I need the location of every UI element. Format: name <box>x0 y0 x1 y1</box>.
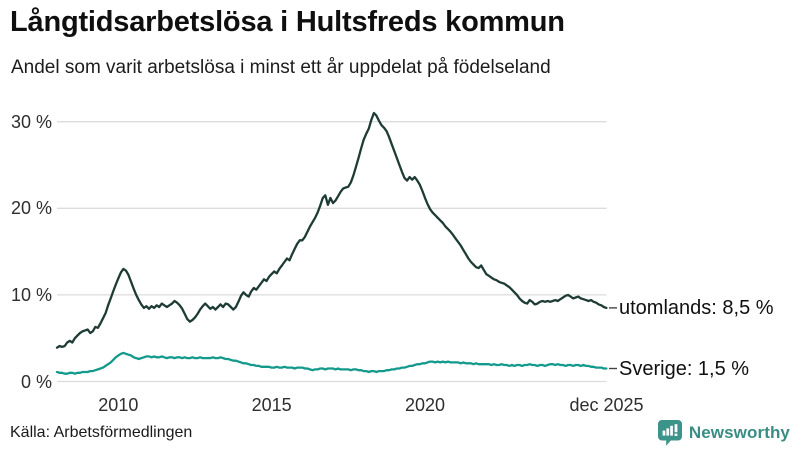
y-axis-tick-label: 30 % <box>10 111 52 132</box>
y-axis-tick-label: 20 % <box>10 198 52 219</box>
x-axis-tick-label: dec 2025 <box>569 395 644 415</box>
series-line-utomlands <box>55 111 608 349</box>
x-axis-tick-label: 2010 <box>98 395 139 415</box>
series-end-label-Sverige: Sverige: 1,5 % <box>619 357 750 380</box>
x-axis-tick-label: 2020 <box>404 395 445 415</box>
newsworthy-chart-bubble-icon <box>657 420 682 446</box>
source-note: Källa: Arbetsförmedlingen <box>10 424 193 441</box>
series-line-Sverige <box>55 351 608 375</box>
chart-title: Långtidsarbetslösa i Hultsfreds kommun <box>10 6 565 38</box>
y-axis-tick-label: 0 % <box>20 371 52 392</box>
series-end-label-utomlands: utomlands: 8,5 % <box>619 296 774 319</box>
x-axis-tick-label: 2015 <box>251 395 292 415</box>
newsworthy-logo[interactable]: Newsworthy <box>657 419 790 447</box>
chart-subtitle: Andel som varit arbetslösa i minst ett å… <box>11 57 551 78</box>
y-axis-tick-label: 10 % <box>10 284 52 305</box>
newsworthy-wordmark: Newsworthy <box>688 423 790 442</box>
